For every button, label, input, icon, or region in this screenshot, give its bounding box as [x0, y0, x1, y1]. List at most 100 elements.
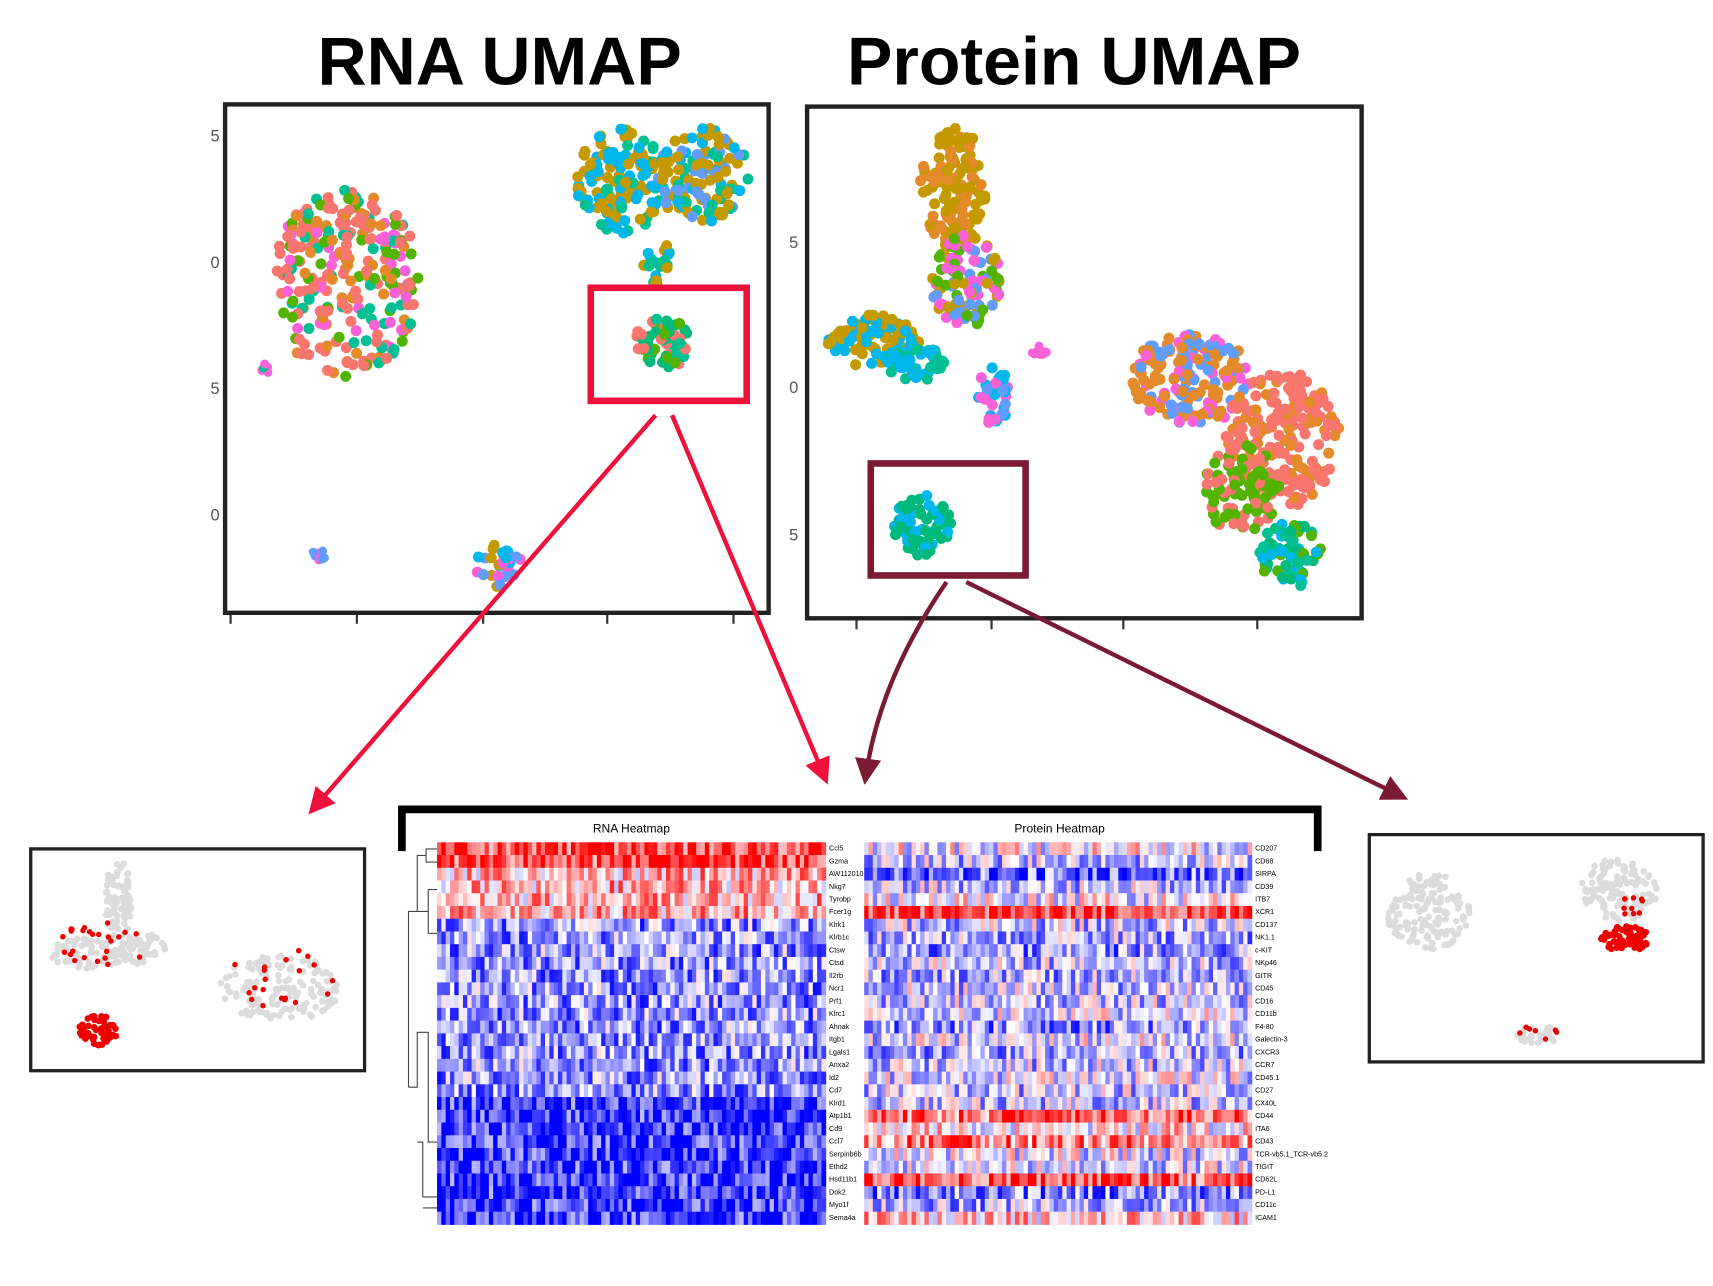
heatmap-cell — [437, 1084, 442, 1098]
heatmap-cell — [540, 1160, 546, 1174]
heatmap-cell — [635, 905, 641, 920]
heatmap-cell — [601, 1084, 606, 1098]
heatmap-cell — [549, 995, 555, 1009]
heatmap-cell — [532, 880, 537, 894]
heatmap-cell — [493, 1097, 498, 1111]
heatmap-cell — [786, 982, 792, 996]
heatmap-cell — [726, 1007, 732, 1022]
heatmap-cell — [614, 956, 619, 971]
heatmap-cell — [549, 944, 555, 958]
heatmap-cell — [596, 956, 602, 971]
heatmap-cell — [488, 931, 494, 945]
heatmap-cell — [687, 893, 693, 907]
umap-point — [1317, 393, 1329, 405]
heatmap-cell — [506, 1122, 511, 1136]
heatmap-cell — [480, 1007, 485, 1022]
heatmap-cell — [674, 1135, 680, 1149]
row-label: AW112010 — [829, 870, 863, 878]
heatmap-cell — [540, 1033, 546, 1047]
heatmap-cell — [514, 995, 520, 1009]
heatmap-cell — [804, 1071, 809, 1085]
heatmap-cell — [532, 842, 537, 856]
umap-point — [1285, 439, 1297, 451]
heatmap-cell — [622, 1122, 628, 1136]
heatmap-cell — [527, 905, 533, 920]
umap-point — [1645, 890, 1652, 898]
heatmap-cell — [812, 1109, 818, 1123]
heatmap-cell — [588, 918, 593, 932]
heatmap-cell — [670, 1058, 676, 1073]
umap-point — [404, 318, 416, 330]
heatmap-cell — [437, 1097, 442, 1111]
heatmap-cell — [713, 905, 719, 920]
umap-point — [650, 198, 662, 210]
heatmap-cell — [670, 1173, 676, 1187]
heatmap-cell — [700, 1071, 706, 1085]
heatmap-cell — [808, 1058, 814, 1073]
heatmap-cell — [605, 855, 611, 869]
heatmap-cell — [480, 1084, 485, 1098]
heatmap-cell — [760, 944, 766, 958]
heatmap-cell — [743, 944, 749, 958]
heatmap-cell — [670, 867, 676, 881]
heatmap-cell — [557, 982, 563, 996]
umap-point — [292, 322, 304, 334]
heatmap-cell — [614, 1160, 619, 1174]
heatmap-cell — [519, 918, 524, 932]
heatmap-cell — [562, 944, 568, 958]
heatmap-cell — [687, 944, 693, 958]
heatmap-cell — [449, 1084, 455, 1098]
heatmap-cell — [519, 893, 524, 907]
heatmap-cell — [631, 1071, 637, 1085]
heatmap-cell — [501, 969, 507, 983]
heatmap-cell — [652, 944, 658, 958]
heatmap-cell — [748, 982, 753, 996]
umap-point — [308, 1013, 316, 1020]
umap-point — [1456, 925, 1463, 932]
umap-point — [305, 246, 317, 258]
heatmap-cell — [760, 1135, 766, 1149]
heatmap-cell — [523, 1033, 529, 1047]
heatmap-cell — [631, 1084, 637, 1098]
umap-point — [332, 987, 340, 995]
heatmap-cell — [458, 1097, 464, 1111]
heatmap-cell — [605, 1160, 611, 1174]
heatmap-cell — [808, 867, 814, 881]
heatmap-cell — [717, 1135, 723, 1149]
heatmap-cell — [510, 893, 516, 907]
heatmap-cell — [635, 1109, 641, 1123]
heatmap-cell — [519, 1097, 524, 1111]
heatmap-cell — [804, 931, 809, 945]
heatmap-cell — [549, 1097, 555, 1111]
umap-point — [110, 950, 117, 958]
heatmap-cell — [514, 1084, 520, 1098]
heatmap-cell — [661, 931, 667, 945]
umap-point — [93, 949, 100, 957]
heatmap-cell — [575, 918, 581, 932]
heatmap-cell — [609, 880, 615, 894]
heatmap-cell — [609, 1097, 615, 1111]
heatmap-cell — [730, 1033, 736, 1047]
heatmap-cell — [601, 1097, 606, 1111]
heatmap-cell — [640, 1020, 645, 1034]
heatmap-cell — [480, 855, 485, 869]
heatmap-cell — [449, 893, 455, 907]
umap-point — [1436, 930, 1444, 937]
umap-point — [296, 978, 304, 986]
heatmap-cell — [726, 1173, 732, 1187]
umap-point — [1630, 895, 1637, 901]
heatmap-cell — [817, 842, 822, 856]
heatmap-cell — [730, 918, 736, 932]
heatmap-cell — [545, 1020, 550, 1034]
heatmap-cell — [704, 1046, 710, 1060]
heatmap-cell — [765, 995, 771, 1009]
heatmap-cell — [570, 1046, 576, 1060]
heatmap-cell — [821, 1020, 827, 1034]
heatmap-cell — [540, 1020, 546, 1034]
heatmap-cell — [791, 918, 796, 932]
heatmap-cell — [691, 969, 697, 983]
umap-point — [1442, 873, 1449, 881]
heatmap-cell — [467, 918, 473, 932]
heatmap-cell — [748, 956, 753, 971]
heatmap-cell — [743, 1109, 749, 1123]
